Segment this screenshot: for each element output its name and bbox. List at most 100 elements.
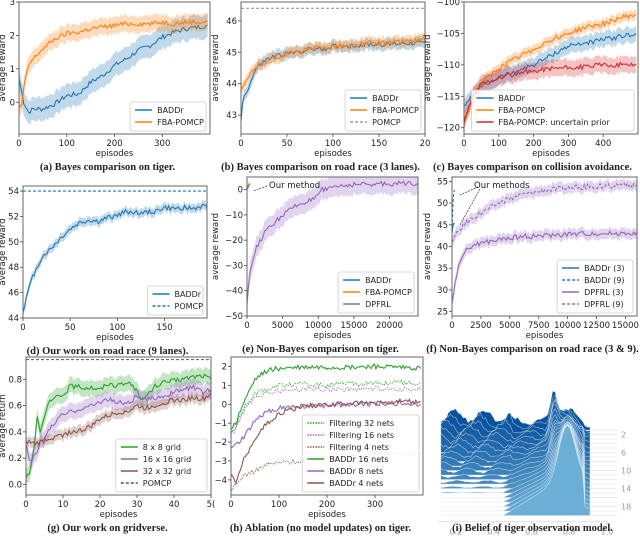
plot-frame xyxy=(18,1,211,135)
y-tick-label: 0.0 xyxy=(8,480,22,490)
series-line-dpfrl-3- xyxy=(452,230,637,304)
legend: 8 x 8 grid 16 x 16 grid 32 x 32 grid POMCP xyxy=(115,438,208,493)
x-tick-label: 0.4 xyxy=(487,528,500,537)
subplot-e: −50 −40 −30 −20 −10 0 0 5000 10000 15000 20000 epis… xyxy=(211,175,428,357)
ridge-label: 2 xyxy=(621,431,626,440)
caption-f: (f) Non-Bayes comparison on road race (3… xyxy=(426,344,639,355)
series-band-fba-pomcp xyxy=(241,32,425,96)
series-line-fba-pomcp xyxy=(247,182,251,188)
legend-label: POMCP xyxy=(143,479,172,488)
y-tick-label: −105 xyxy=(437,29,460,39)
x-tick-label: 100 xyxy=(491,139,507,149)
y-tick-label: 1 xyxy=(10,65,15,75)
series-band-16-x-16-grid xyxy=(26,377,211,469)
legend-label: BADDr xyxy=(498,94,525,103)
series-line-8-x-8-grid xyxy=(26,373,211,479)
series-line-fba-pomcp xyxy=(241,37,425,91)
legend-label: 8 x 8 grid xyxy=(143,443,181,452)
ridge-label: 10 xyxy=(621,467,631,476)
series-line-fba-pomcp xyxy=(464,13,637,125)
y-tick-label: 52 xyxy=(8,212,19,222)
annotation-arrow xyxy=(459,186,479,196)
x-tick-label: 0 xyxy=(23,500,28,510)
x-tick-label: 0.8 xyxy=(563,528,576,537)
legend-label: BADDr xyxy=(365,276,392,285)
legend: BADDr (3) BADDr (9) DPFRL (3) DPFRL (9) xyxy=(556,259,634,314)
plot-frame xyxy=(25,356,212,496)
series-line-fba-pomcp xyxy=(19,19,208,108)
x-tick-label: 5000 xyxy=(499,321,521,331)
y-tick-label: 0.4 xyxy=(8,428,22,438)
caption-e: (e) Non-Bayes comparison on tiger. xyxy=(242,344,399,355)
series-line-baddr xyxy=(19,24,208,114)
legend-label: Filtering 32 nets xyxy=(329,419,394,428)
series-line-dpfrl xyxy=(247,180,418,304)
x-axis-label: episodes xyxy=(526,331,564,341)
legend-label: FBA-POMCP xyxy=(157,118,204,127)
legend-label: BADDr 16 nets xyxy=(329,455,388,464)
chart-f-svg: 25 30 35 40 45 50 55 0 2500 5000 7500 10000 12500 150… xyxy=(423,176,639,341)
series-line-filtering-32-nets xyxy=(231,379,421,433)
x-tick-label: 0 xyxy=(228,500,233,510)
y-tick-label: −110 xyxy=(437,61,460,71)
plot-frame xyxy=(463,1,639,135)
annotation-arrow xyxy=(252,185,268,192)
x-tick-label: 300 xyxy=(367,500,383,510)
legend-label: BADDr 8 nets xyxy=(329,467,383,476)
y-tick-label: −40 xyxy=(225,287,243,297)
y-tick-label: 54 xyxy=(8,187,19,197)
y-tick-label: −115 xyxy=(437,92,460,102)
y-tick-label: 30 xyxy=(437,286,448,296)
x-tick-label: 100 xyxy=(271,500,287,510)
y-tick-label: 25 xyxy=(437,308,448,318)
y-tick-label: 46 xyxy=(8,289,19,299)
x-tick-label: 300 xyxy=(154,139,170,149)
series-band-baddr xyxy=(464,25,637,114)
legend-label: DPFRL xyxy=(365,300,391,309)
x-tick-label: 20 xyxy=(95,500,106,510)
series-line-filtering-4-nets xyxy=(231,450,421,492)
y-tick-label: 45 xyxy=(226,48,237,58)
caption-d: (d) Our work on road race (9 lanes). xyxy=(26,346,189,357)
x-tick-label: 5( xyxy=(207,500,216,510)
caption-i: (i) Belief of tiger observation model. xyxy=(452,523,613,534)
x-tick-label: 0 xyxy=(449,321,454,331)
series-line-16-x-16-grid xyxy=(26,383,211,462)
x-tick-label: 10000 xyxy=(554,321,581,331)
legend-label: 16 x 16 grid xyxy=(143,455,191,464)
y-tick-label: 50 xyxy=(8,238,19,248)
x-tick-label: 7500 xyxy=(528,321,550,331)
legend-label: BADDr 4 nets xyxy=(329,479,383,488)
chart-d-svg: 44 46 48 50 52 54 0 50 100 150 episodes average rew… xyxy=(0,185,208,343)
x-tick-label: 30 xyxy=(132,500,143,510)
x-tick-label: 0 xyxy=(461,139,466,149)
subplot-h: −4 −3 −2 −1 0 1 2 0 100 200 300 episodes Filtering 3… xyxy=(213,355,428,537)
legend: Filtering 32 nets Filtering 16 nets Filter… xyxy=(301,414,420,493)
x-tick-label: 12500 xyxy=(583,321,610,331)
x-tick-label: 50 xyxy=(65,323,76,333)
series-band-32-x-32-grid xyxy=(26,388,211,451)
legend-label: DPFRL (9) xyxy=(584,300,623,309)
ridge-area xyxy=(440,425,591,516)
legend-label: BADDr xyxy=(372,94,399,103)
ridge-label: 18 xyxy=(621,503,631,512)
legend-label: BADDr xyxy=(175,290,202,299)
x-tick-label: 100 xyxy=(109,323,125,333)
legend: BADDr FBA-POMCP FBA-POMCP: uncertain prior xyxy=(471,89,635,132)
chart-b-svg: 43 44 45 46 0 50 100 150 20 episodes average rewar… xyxy=(211,1,430,159)
x-tick-label: 40 xyxy=(169,500,180,510)
legend-label: BADDr (3) xyxy=(584,264,624,273)
y-axis-label: average reward xyxy=(211,213,221,280)
y-tick-label: −3 xyxy=(214,457,227,467)
x-tick-label: 150 xyxy=(156,323,172,333)
y-tick-label: 0 xyxy=(10,98,15,108)
caption-h: (h) Ablation (no model updates) on tiger… xyxy=(229,523,412,534)
x-axis-label: episodes xyxy=(314,331,352,341)
series-line-baddr-16-nets xyxy=(231,363,421,430)
x-axis-label: episodes xyxy=(96,333,134,343)
y-tick-label: 40 xyxy=(437,243,448,253)
caption-g: (g) Our work on gridverse. xyxy=(47,523,168,534)
x-tick-label: 0 xyxy=(238,139,243,149)
y-tick-label: −10 xyxy=(225,211,243,221)
x-tick-label: 1.0 xyxy=(601,528,614,537)
